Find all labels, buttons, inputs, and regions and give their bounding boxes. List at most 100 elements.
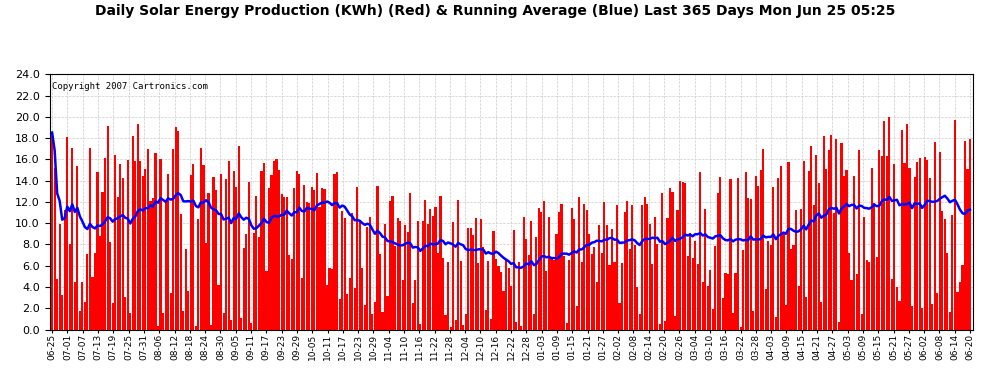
Bar bbox=[911, 306, 913, 330]
Bar bbox=[230, 320, 233, 330]
Bar bbox=[533, 314, 535, 330]
Bar bbox=[353, 288, 355, 330]
Bar bbox=[715, 246, 717, 330]
Bar bbox=[404, 225, 406, 330]
Bar bbox=[427, 224, 429, 330]
Bar bbox=[679, 181, 681, 330]
Bar bbox=[407, 232, 409, 330]
Bar bbox=[518, 262, 520, 330]
Bar bbox=[492, 231, 495, 330]
Bar bbox=[798, 285, 800, 330]
Bar bbox=[238, 146, 240, 330]
Bar bbox=[684, 183, 686, 330]
Bar bbox=[197, 219, 199, 330]
Bar bbox=[192, 164, 194, 330]
Bar bbox=[878, 150, 880, 330]
Bar bbox=[248, 182, 249, 330]
Bar bbox=[759, 170, 762, 330]
Bar bbox=[552, 260, 555, 330]
Bar bbox=[459, 261, 461, 330]
Bar bbox=[954, 120, 956, 330]
Bar bbox=[525, 239, 528, 330]
Text: Copyright 2007 Cartronics.com: Copyright 2007 Cartronics.com bbox=[52, 82, 208, 91]
Bar bbox=[187, 291, 189, 330]
Bar bbox=[588, 234, 590, 330]
Bar bbox=[132, 136, 134, 330]
Bar bbox=[288, 255, 290, 330]
Bar bbox=[541, 212, 543, 330]
Bar bbox=[265, 271, 267, 330]
Bar bbox=[260, 171, 262, 330]
Bar bbox=[876, 257, 878, 330]
Bar bbox=[904, 163, 906, 330]
Bar bbox=[836, 139, 838, 330]
Bar bbox=[391, 196, 394, 330]
Bar bbox=[720, 177, 722, 330]
Bar bbox=[195, 326, 197, 330]
Bar bbox=[929, 178, 931, 330]
Bar bbox=[386, 296, 389, 330]
Bar bbox=[164, 201, 166, 330]
Bar bbox=[233, 171, 235, 330]
Bar bbox=[142, 176, 144, 330]
Bar bbox=[273, 161, 275, 330]
Bar bbox=[301, 278, 303, 330]
Bar bbox=[402, 280, 404, 330]
Bar bbox=[775, 316, 777, 330]
Bar bbox=[306, 202, 308, 330]
Bar bbox=[308, 203, 311, 330]
Bar bbox=[603, 202, 606, 330]
Bar bbox=[951, 215, 953, 330]
Bar bbox=[374, 302, 376, 330]
Bar bbox=[445, 315, 446, 330]
Bar bbox=[948, 312, 951, 330]
Bar bbox=[795, 210, 797, 330]
Bar bbox=[803, 161, 805, 330]
Bar bbox=[449, 327, 451, 330]
Bar bbox=[752, 310, 754, 330]
Bar bbox=[275, 159, 277, 330]
Bar bbox=[563, 256, 565, 330]
Bar bbox=[457, 200, 459, 330]
Bar bbox=[818, 183, 820, 330]
Bar bbox=[56, 279, 58, 330]
Bar bbox=[510, 286, 512, 330]
Bar bbox=[800, 209, 802, 330]
Bar bbox=[616, 205, 618, 330]
Bar bbox=[932, 304, 934, 330]
Bar bbox=[926, 160, 929, 330]
Bar bbox=[648, 224, 650, 330]
Bar bbox=[145, 169, 147, 330]
Bar bbox=[440, 196, 442, 330]
Bar bbox=[666, 218, 668, 330]
Bar bbox=[888, 117, 890, 330]
Bar bbox=[639, 314, 641, 330]
Bar bbox=[379, 254, 381, 330]
Bar bbox=[255, 196, 257, 330]
Bar bbox=[268, 188, 270, 330]
Bar bbox=[515, 322, 517, 330]
Bar bbox=[63, 210, 65, 330]
Bar bbox=[369, 217, 371, 330]
Bar bbox=[61, 295, 63, 330]
Bar bbox=[914, 177, 916, 330]
Bar bbox=[66, 136, 68, 330]
Bar bbox=[149, 201, 151, 330]
Bar bbox=[117, 197, 119, 330]
Bar bbox=[182, 311, 184, 330]
Bar bbox=[656, 244, 658, 330]
Bar bbox=[119, 164, 122, 330]
Bar bbox=[573, 219, 575, 330]
Bar bbox=[609, 265, 611, 330]
Bar bbox=[868, 261, 870, 330]
Bar bbox=[397, 218, 399, 330]
Bar bbox=[505, 260, 507, 330]
Bar bbox=[619, 303, 621, 330]
Bar bbox=[578, 197, 580, 330]
Bar bbox=[303, 184, 305, 330]
Bar bbox=[606, 225, 608, 330]
Bar bbox=[477, 262, 479, 330]
Bar bbox=[568, 260, 570, 330]
Bar bbox=[790, 249, 792, 330]
Bar bbox=[787, 162, 790, 330]
